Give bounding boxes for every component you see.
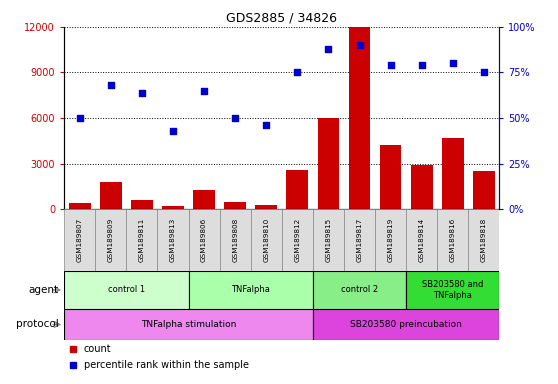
Bar <box>468 209 499 271</box>
Bar <box>220 209 251 271</box>
Text: GSM189807: GSM189807 <box>76 218 83 262</box>
Bar <box>64 271 189 309</box>
Bar <box>256 205 277 209</box>
Text: GSM189808: GSM189808 <box>232 218 238 262</box>
Bar <box>282 209 313 271</box>
Text: GSM189816: GSM189816 <box>450 218 456 262</box>
Bar <box>411 165 432 209</box>
Bar <box>100 182 122 209</box>
Bar <box>189 271 313 309</box>
Bar <box>349 27 371 209</box>
Text: GSM189810: GSM189810 <box>263 218 270 262</box>
Text: protocol: protocol <box>16 319 59 329</box>
Bar <box>313 209 344 271</box>
Text: agent: agent <box>28 285 59 295</box>
Point <box>262 122 271 129</box>
Text: TNFalpha: TNFalpha <box>231 285 270 295</box>
Text: count: count <box>84 344 112 354</box>
Text: percentile rank within the sample: percentile rank within the sample <box>84 360 249 370</box>
Text: GSM189817: GSM189817 <box>357 218 363 262</box>
Bar <box>126 209 157 271</box>
Bar <box>64 309 313 340</box>
Point <box>230 115 239 121</box>
Bar <box>406 209 437 271</box>
Text: GSM189809: GSM189809 <box>108 218 114 262</box>
Text: GSM189819: GSM189819 <box>388 218 393 262</box>
Bar <box>406 271 499 309</box>
Point <box>107 82 116 88</box>
Point <box>75 115 84 121</box>
Bar <box>157 209 189 271</box>
Bar <box>313 271 406 309</box>
Text: GSM189815: GSM189815 <box>325 218 331 262</box>
Bar <box>251 209 282 271</box>
Bar <box>375 209 406 271</box>
Bar <box>162 206 184 209</box>
Text: control 1: control 1 <box>108 285 145 295</box>
Text: GSM189812: GSM189812 <box>294 218 300 262</box>
Bar <box>442 138 464 209</box>
Point <box>355 42 364 48</box>
Text: GSM189813: GSM189813 <box>170 218 176 262</box>
Bar <box>95 209 126 271</box>
Bar <box>224 202 246 209</box>
Bar <box>131 200 153 209</box>
Bar <box>286 170 308 209</box>
Point <box>200 88 209 94</box>
Point <box>448 60 457 66</box>
Point <box>169 128 177 134</box>
Bar <box>318 118 339 209</box>
Point <box>479 70 488 76</box>
Point <box>386 62 395 68</box>
Text: GSM189811: GSM189811 <box>139 218 145 262</box>
Bar <box>379 146 402 209</box>
Bar <box>344 209 375 271</box>
Text: GSM189806: GSM189806 <box>201 218 207 262</box>
Text: SB203580 preincubation: SB203580 preincubation <box>350 320 462 329</box>
Point <box>417 62 426 68</box>
Point <box>293 70 302 76</box>
Point <box>137 89 146 96</box>
Bar <box>189 209 220 271</box>
Bar <box>193 190 215 209</box>
Title: GDS2885 / 34826: GDS2885 / 34826 <box>227 11 337 24</box>
Bar <box>64 209 95 271</box>
Text: GSM189818: GSM189818 <box>481 218 487 262</box>
Bar <box>313 309 499 340</box>
Bar <box>473 171 495 209</box>
Point <box>324 46 333 52</box>
Bar <box>437 209 468 271</box>
Text: TNFalpha stimulation: TNFalpha stimulation <box>141 320 236 329</box>
Text: control 2: control 2 <box>341 285 378 295</box>
Text: SB203580 and
TNFalpha: SB203580 and TNFalpha <box>422 280 483 300</box>
Bar <box>69 203 90 209</box>
Text: GSM189814: GSM189814 <box>418 218 425 262</box>
